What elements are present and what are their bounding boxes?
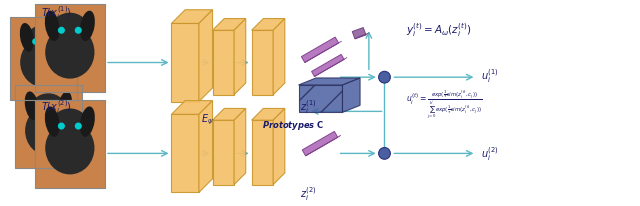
Polygon shape (273, 109, 285, 185)
Ellipse shape (45, 27, 95, 79)
Circle shape (32, 39, 39, 46)
Ellipse shape (20, 38, 67, 88)
Ellipse shape (25, 106, 72, 156)
Circle shape (75, 123, 82, 130)
Polygon shape (342, 78, 360, 113)
Ellipse shape (45, 107, 60, 137)
Polygon shape (355, 34, 369, 40)
Polygon shape (252, 109, 285, 121)
FancyBboxPatch shape (15, 85, 81, 168)
Polygon shape (314, 58, 347, 77)
Polygon shape (212, 19, 246, 31)
Polygon shape (302, 132, 338, 156)
Polygon shape (199, 11, 212, 102)
Circle shape (379, 148, 390, 159)
Polygon shape (298, 85, 342, 113)
Circle shape (75, 28, 82, 35)
Text: $u_i^{(1)}$: $u_i^{(1)}$ (481, 67, 499, 85)
Text: $T(x_i^{(2)})$: $T(x_i^{(2)})$ (41, 97, 72, 115)
Ellipse shape (45, 12, 60, 42)
Ellipse shape (80, 12, 95, 42)
Polygon shape (273, 19, 285, 95)
Polygon shape (212, 121, 234, 185)
Circle shape (48, 39, 55, 46)
Circle shape (379, 72, 390, 84)
Text: $u_i^{(2)}$: $u_i^{(2)}$ (481, 145, 499, 163)
Polygon shape (234, 109, 246, 185)
Text: $z_i^{(2)}$: $z_i^{(2)}$ (300, 185, 317, 202)
Polygon shape (172, 24, 199, 102)
Circle shape (37, 107, 44, 114)
Polygon shape (234, 19, 246, 95)
Ellipse shape (20, 24, 34, 53)
Polygon shape (352, 28, 366, 40)
Text: $E_\psi$: $E_\psi$ (201, 112, 214, 126)
Polygon shape (298, 78, 360, 85)
Circle shape (58, 123, 65, 130)
Circle shape (58, 28, 65, 35)
Ellipse shape (25, 26, 61, 59)
Ellipse shape (53, 24, 67, 53)
Polygon shape (212, 109, 246, 121)
FancyBboxPatch shape (10, 18, 77, 100)
Ellipse shape (25, 92, 39, 121)
Polygon shape (199, 101, 212, 193)
Text: $y_i^{(t)} = A_\omega(z_i^{(t)})$: $y_i^{(t)} = A_\omega(z_i^{(t)})$ (406, 21, 472, 39)
FancyBboxPatch shape (35, 100, 105, 188)
Ellipse shape (58, 92, 72, 121)
Polygon shape (312, 55, 344, 77)
Polygon shape (172, 101, 212, 115)
Text: $z_i^{(1)}$: $z_i^{(1)}$ (300, 97, 317, 115)
Ellipse shape (80, 107, 95, 137)
Polygon shape (306, 136, 340, 156)
Polygon shape (212, 31, 234, 95)
Ellipse shape (30, 94, 67, 127)
Polygon shape (252, 121, 273, 185)
Text: Prototypes $\mathbf{C}$: Prototypes $\mathbf{C}$ (262, 119, 325, 132)
Polygon shape (305, 42, 342, 63)
Ellipse shape (51, 109, 89, 144)
Ellipse shape (51, 14, 89, 49)
Text: $T(x_i^{(1)})$: $T(x_i^{(1)})$ (41, 4, 72, 22)
Ellipse shape (45, 122, 95, 174)
Circle shape (53, 107, 60, 114)
Polygon shape (172, 115, 199, 193)
Polygon shape (301, 38, 339, 63)
Text: $u_i^{(t)} = \frac{exp(\frac{1}{\tau} sim(z_i^{(t)},c_j))}{\sum_{j=0}^{k'} exp(\: $u_i^{(t)} = \frac{exp(\frac{1}{\tau} si… (406, 88, 483, 120)
Polygon shape (252, 31, 273, 95)
Polygon shape (172, 11, 212, 24)
FancyBboxPatch shape (35, 5, 105, 92)
Polygon shape (252, 19, 285, 31)
